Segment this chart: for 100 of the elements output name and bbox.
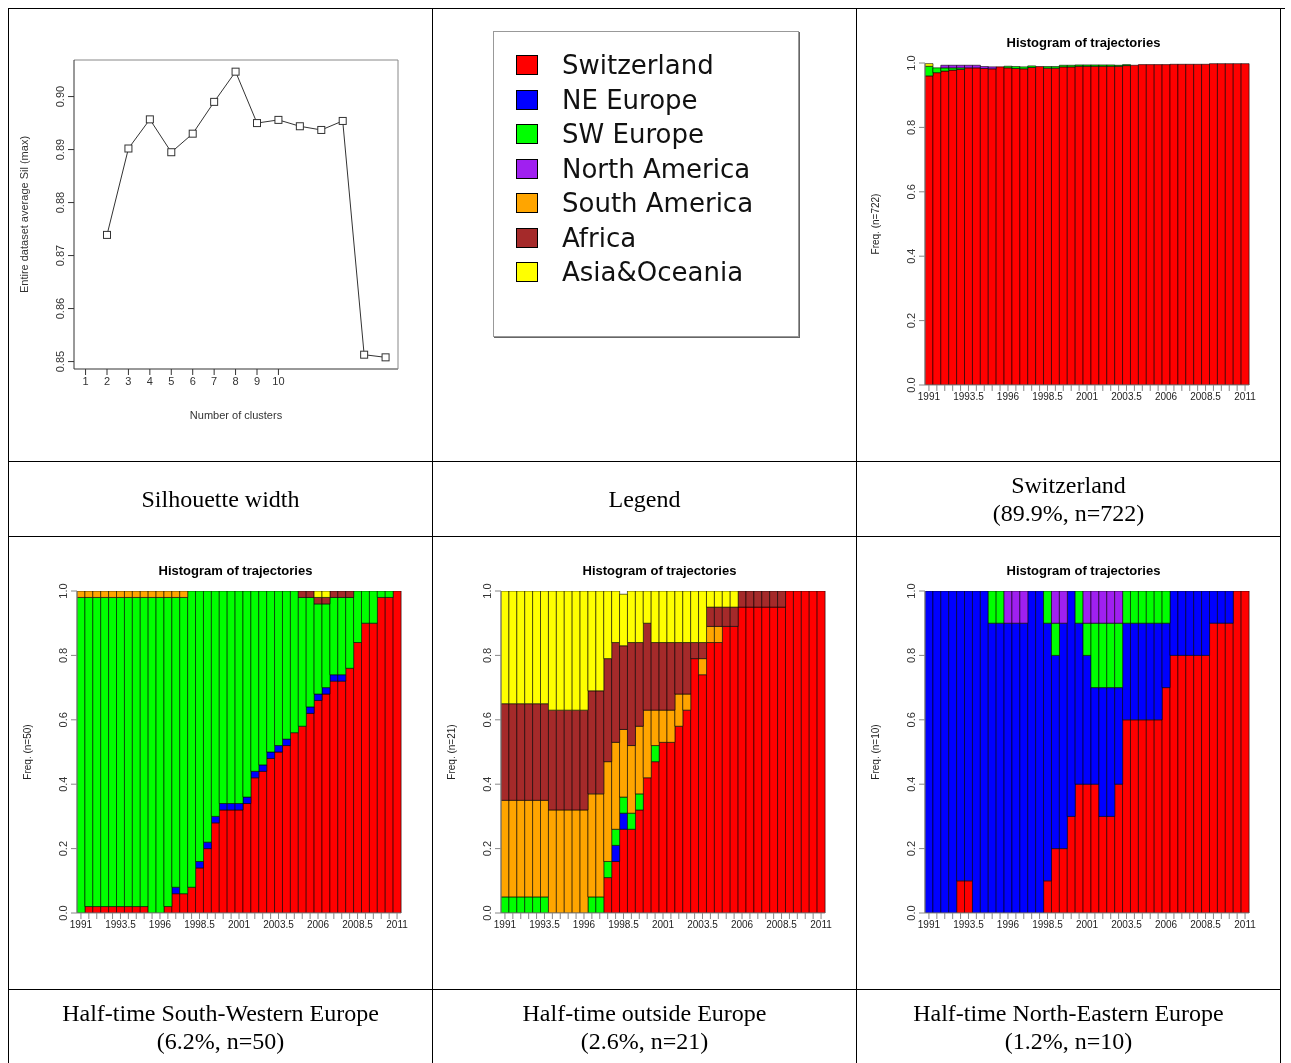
x-tick-label: 1993.5 [529, 919, 561, 931]
y-tick-label: 0.0 [481, 905, 493, 921]
x-tick-label: 1993.5 [953, 391, 985, 403]
y-tick-label: 1.0 [905, 55, 917, 71]
y-tick-label: 0.85 [54, 350, 66, 373]
x-tick-label: 9 [253, 374, 261, 387]
x-tick-label: 1993.5 [953, 919, 985, 931]
x-tick-label: 2011 [386, 919, 409, 931]
y-tick-label: 0.0 [905, 905, 917, 921]
y-tick-label: 0.2 [905, 840, 917, 857]
x-tick-label: 4 [146, 374, 153, 387]
x-tick-label: 2003.5 [263, 919, 295, 931]
x-tick-label: 2008.5 [1190, 391, 1222, 403]
y-tick-label: 0.90 [54, 85, 66, 108]
x-tick-label: 2001 [227, 919, 251, 931]
x-tick-label: 2006 [306, 919, 330, 931]
y-tick-label: 0.6 [905, 712, 917, 728]
y-tick-label: 1.0 [905, 583, 917, 599]
y-axis-title: Freq. (n=50) [21, 724, 33, 780]
category-label: North America [562, 153, 751, 184]
x-tick-label: 2011 [1234, 391, 1257, 403]
y-tick-label: 0.0 [905, 377, 917, 393]
x-tick-label: 1991 [917, 391, 941, 403]
y-tick-label: 0.6 [57, 712, 69, 728]
y-tick-label: 0.4 [57, 776, 69, 792]
y-tick-label: 0.2 [481, 840, 493, 857]
x-tick-label: 2006 [1154, 919, 1178, 931]
y-axis-title: Freq. (n=722) [869, 193, 881, 255]
chart-title: Histogram of trajectories [157, 562, 314, 580]
y-tick-label: 0.4 [905, 776, 917, 792]
y-tick-label: 0.6 [905, 184, 917, 200]
y-tick-label: 0.88 [54, 191, 66, 214]
x-tick-label: 2 [103, 374, 111, 387]
y-tick-label: 0.2 [57, 840, 69, 857]
x-tick-label: 5 [168, 374, 175, 387]
x-tick-label: 2006 [730, 919, 754, 931]
x-tick-label: 1998.5 [608, 919, 640, 931]
text: (2.6%, n=21) [580, 1027, 709, 1055]
x-tick-label: 8 [232, 374, 239, 387]
x-tick-label: 2008.5 [1190, 919, 1222, 931]
text: Switzerland [1011, 471, 1126, 499]
x-tick-label: 1 [82, 374, 89, 387]
x-tick-label: 1991 [917, 919, 941, 931]
category-label: South America [562, 188, 754, 219]
y-tick-label: 0.8 [905, 119, 917, 136]
text: (1.2%, n=10) [1004, 1027, 1133, 1055]
x-tick-label: 1998.5 [1032, 391, 1064, 403]
category-label: SW Europe [562, 119, 704, 150]
x-tick-label: 1996 [996, 391, 1020, 403]
chart-title: Histogram of trajectories [1005, 562, 1162, 580]
category-label: NE Europe [562, 84, 698, 115]
y-tick-label: 0.6 [481, 712, 493, 728]
y-tick-label: 0.86 [54, 297, 66, 320]
x-tick-label: 1991 [493, 919, 517, 931]
x-tick-label: 1996 [148, 919, 172, 931]
x-tick-label: 10 [272, 374, 285, 387]
x-tick-label: 2003.5 [1111, 391, 1143, 403]
x-tick-label: 3 [125, 374, 132, 387]
x-axis-title: Number of clusters [189, 409, 283, 421]
x-tick-label: 1998.5 [1032, 919, 1064, 931]
text: Half-time North-Eastern Europe [913, 999, 1224, 1027]
x-tick-label: 1996 [996, 919, 1020, 931]
x-tick-label: 7 [211, 374, 218, 387]
x-tick-label: 6 [189, 374, 196, 387]
y-tick-label: 0.89 [54, 138, 66, 161]
x-tick-label: 2011 [810, 919, 833, 931]
x-tick-label: 2008.5 [342, 919, 374, 931]
x-tick-label: 1991 [69, 919, 93, 931]
text: (6.2%, n=50) [156, 1027, 285, 1055]
y-tick-label: 0.2 [905, 312, 917, 329]
text: Silhouette width [141, 485, 300, 513]
chart-title: Histogram of trajectories [581, 562, 738, 580]
x-tick-label: 2001 [1075, 919, 1099, 931]
y-tick-label: 1.0 [481, 583, 493, 599]
x-tick-label: 1998.5 [184, 919, 216, 931]
y-axis-title: Freq. (n=21) [445, 724, 457, 780]
y-tick-label: 0.4 [905, 248, 917, 264]
y-tick-label: 0.8 [481, 647, 493, 664]
x-tick-label: 2008.5 [766, 919, 798, 931]
text: (89.9%, n=722) [992, 499, 1145, 527]
x-tick-label: 2006 [1154, 391, 1178, 403]
chart-title: Histogram of trajectories [1005, 34, 1162, 52]
category-label: Asia&Oceania [562, 257, 744, 288]
category-label: Switzerland [562, 50, 714, 81]
y-axis-title: Entire dataset average Sil (max) [17, 135, 30, 294]
y-tick-label: 1.0 [57, 583, 69, 599]
text: Half-time South-Western Europe [62, 999, 379, 1027]
y-tick-label: 0.0 [57, 905, 69, 921]
x-tick-label: 2003.5 [1111, 919, 1143, 931]
x-tick-label: 1993.5 [105, 919, 137, 931]
category-label: Africa [562, 222, 637, 253]
y-axis-title: Freq. (n=10) [869, 724, 881, 780]
y-tick-label: 0.4 [481, 776, 493, 792]
x-tick-label: 2001 [651, 919, 675, 931]
x-tick-label: 2003.5 [687, 919, 719, 931]
y-tick-label: 0.87 [54, 244, 66, 267]
x-tick-label: 2001 [1075, 391, 1099, 403]
y-tick-label: 0.8 [57, 647, 69, 664]
text: Legend [608, 485, 681, 513]
x-tick-label: 2011 [1234, 919, 1257, 931]
